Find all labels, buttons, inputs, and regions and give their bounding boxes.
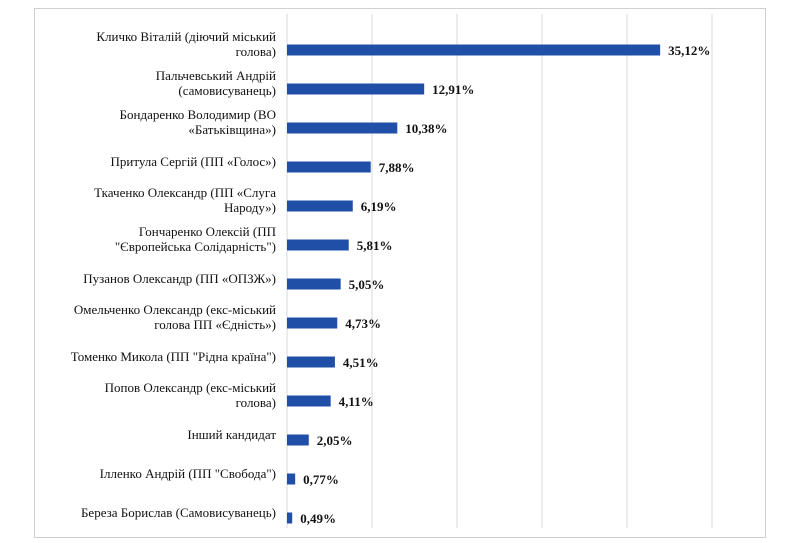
category-label: Пальчевський Андрій (самовисуванець) <box>156 68 276 98</box>
bar <box>287 239 349 251</box>
bar <box>287 83 425 95</box>
bar <box>287 317 338 329</box>
chart-frame <box>34 8 766 538</box>
bar <box>287 200 353 212</box>
value-label: 5,81% <box>357 238 393 253</box>
value-label: 4,51% <box>343 355 379 370</box>
value-label: 10,38% <box>405 121 447 136</box>
value-label: 0,49% <box>300 511 336 526</box>
value-label: 12,91% <box>432 82 474 97</box>
category-label: Ткаченко Олександр (ПП «Слуга Народу») <box>94 185 276 215</box>
category-label: Береза Борислав (Самовисуванець) <box>81 505 276 520</box>
bar <box>287 395 331 407</box>
bar <box>287 473 296 485</box>
category-label: Попов Олександр (екс-міський голова) <box>105 380 276 410</box>
category-label: Притула Сергій (ПП «Голос») <box>110 154 276 169</box>
category-label: Ілленко Андрій (ПП "Свобода") <box>100 466 276 481</box>
value-label: 7,88% <box>379 160 415 175</box>
value-label: 5,05% <box>349 277 385 292</box>
value-label: 2,05% <box>317 433 353 448</box>
category-label: Інший кандидат <box>187 427 276 442</box>
value-label: 0,77% <box>303 472 339 487</box>
bar <box>287 356 335 368</box>
bar <box>287 44 661 56</box>
category-label: Омельченко Олександр (екс-міський голова … <box>74 302 276 332</box>
bar <box>287 122 398 134</box>
category-label: Пузанов Олександр (ПП «ОПЗЖ») <box>83 271 276 286</box>
bar <box>287 434 309 446</box>
bar <box>287 512 293 524</box>
value-label: 6,19% <box>361 199 397 214</box>
bar <box>287 161 371 173</box>
category-label: Гончаренко Олексій (ПП "Європейська Солід… <box>115 224 276 254</box>
value-label: 4,73% <box>345 316 381 331</box>
category-label: Томенко Микола (ПП "Рідна країна") <box>71 349 276 364</box>
bar <box>287 278 341 290</box>
value-label: 35,12% <box>668 43 710 58</box>
category-label: Кличко Віталій (діючий міський голова) <box>96 29 276 59</box>
value-label: 4,11% <box>339 394 374 409</box>
category-label: Бондаренко Володимир (ВО «Батьківщина») <box>120 107 276 137</box>
